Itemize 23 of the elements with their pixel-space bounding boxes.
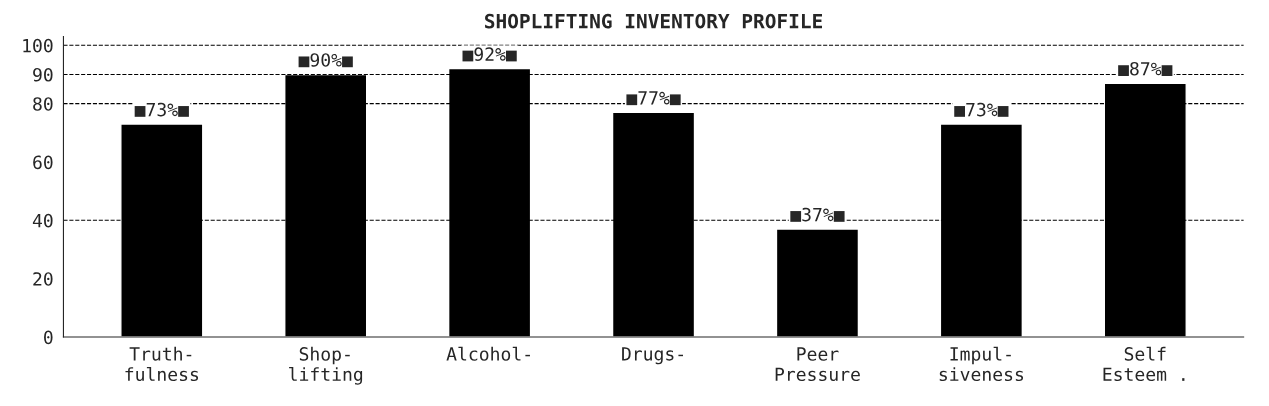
data-label: ■77%■ <box>626 91 681 106</box>
y-tick-label: 80 <box>33 97 53 111</box>
x-tick-label: Alcohol- <box>446 346 530 361</box>
bar <box>775 228 860 337</box>
y-tick-label: 60 <box>33 155 53 170</box>
data-label: ■90%■ <box>298 53 353 68</box>
y-tick-label: 100 <box>23 38 53 53</box>
x-tick-label: Shop- lifting <box>289 346 363 385</box>
y-tick-label: 20 <box>33 272 53 286</box>
x-tick-label: Self Esteem . <box>1103 346 1185 382</box>
y-tick-label: 90 <box>33 67 53 82</box>
x-tick-label: Peer Pressure <box>775 347 860 382</box>
x-tick-label: Drugs- <box>622 347 684 365</box>
y-tick-label: 0 <box>44 330 53 345</box>
data-label: ■37%■ <box>790 207 845 222</box>
data-label: ■73%■ <box>134 102 189 117</box>
data-label: ■92%■ <box>462 47 517 62</box>
data-label: ■73%■ <box>954 102 1009 117</box>
x-tick-label: Impul- siveness <box>939 346 1024 382</box>
x-tick-label: Truth- fulness <box>125 346 199 382</box>
data-label: ■87%■ <box>1118 61 1173 76</box>
chart-title: SHOPLIFTING INVENTORY PROFILE <box>485 13 822 29</box>
y-tick-label: 40 <box>32 213 53 228</box>
